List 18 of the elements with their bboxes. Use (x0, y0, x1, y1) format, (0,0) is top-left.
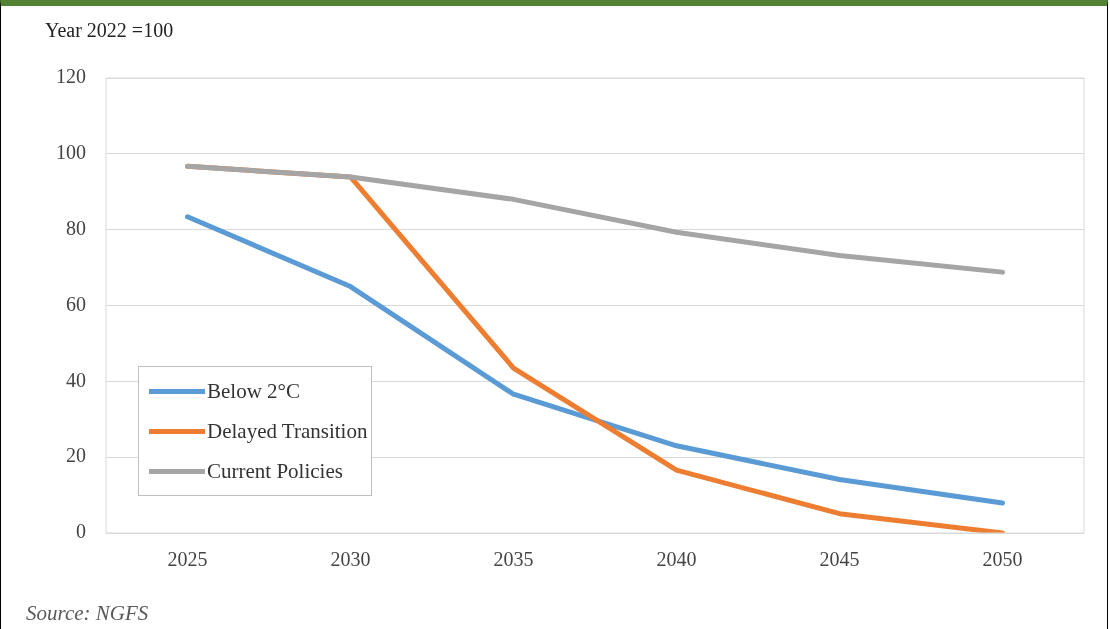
legend-label: Delayed Transition (207, 418, 368, 444)
y-tick-label: 60 (66, 292, 86, 315)
x-tick-label: 2035 (493, 548, 534, 571)
y-axis-title: Year 2022 =100 (45, 19, 174, 42)
x-tick-label: 2025 (167, 548, 208, 571)
x-tick-label: 2030 (330, 548, 371, 571)
x-tick-label: 2050 (982, 548, 1023, 571)
y-tick-label: 120 (56, 65, 86, 88)
y-tick-label: 80 (66, 216, 86, 239)
legend-label: Below 2°C (207, 378, 300, 404)
y-tick-label: 40 (66, 368, 86, 391)
y-tick-label: 20 (66, 444, 86, 467)
y-tick-label: 100 (56, 141, 86, 164)
x-tick-label: 2045 (819, 548, 860, 571)
legend-label: Current Policies (207, 458, 343, 484)
x-tick-label: 2040 (656, 548, 697, 571)
source-note: Source: NGFS (26, 601, 149, 626)
y-tick-label: 0 (76, 520, 86, 543)
